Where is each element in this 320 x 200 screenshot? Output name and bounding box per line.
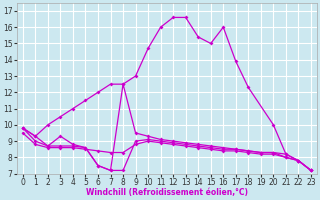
X-axis label: Windchill (Refroidissement éolien,°C): Windchill (Refroidissement éolien,°C) [86,188,248,197]
